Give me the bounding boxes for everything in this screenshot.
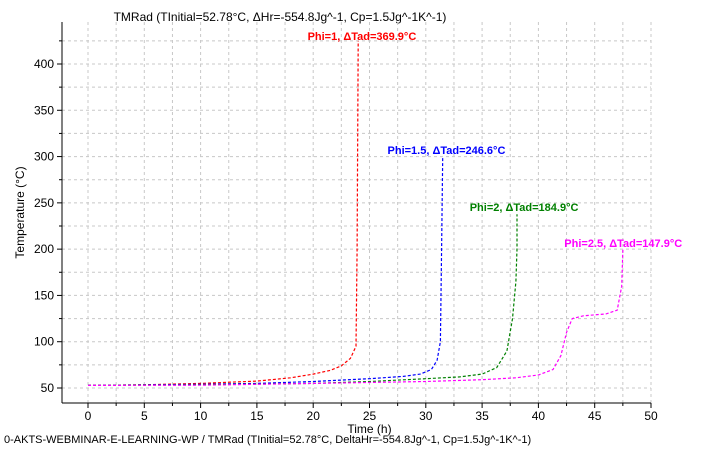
series-line-4 (87, 248, 624, 386)
x-axis-label: Time (h) (347, 422, 391, 436)
series-line-3 (87, 214, 518, 386)
y-tick-label: 50 (41, 381, 55, 395)
y-tick-label: 300 (34, 150, 54, 164)
footer-caption: 0-AKTS-WEBMINAR-E-LEARNING-WP / TMRad (T… (4, 434, 532, 446)
y-tick-label: 350 (34, 103, 54, 117)
x-tick-label: 40 (532, 409, 546, 423)
x-tick-label: 10 (194, 409, 208, 423)
y-tick-label: 250 (34, 196, 54, 210)
y-tick-label: 100 (34, 335, 54, 349)
series-label-3: Phi=2, ΔTad=184.9°C (470, 202, 579, 214)
series-label-2: Phi=1.5, ΔTad=246.6°C (388, 145, 506, 157)
x-tick-label: 30 (419, 409, 433, 423)
series-line-2 (87, 157, 444, 386)
x-tick-label: 25 (363, 409, 377, 423)
series-line-1 (87, 40, 359, 386)
y-tick-label: 200 (34, 242, 54, 256)
series-label-1: Phi=1, ΔTad=369.9°C (308, 31, 417, 43)
y-tick-label: 400 (34, 57, 54, 71)
x-tick-label: 20 (307, 409, 321, 423)
x-tick-label: 45 (588, 409, 602, 423)
x-tick-label: 0 (85, 409, 92, 423)
x-tick-label: 5 (141, 409, 148, 423)
chart-title: TMRad (TInitial=52.78°C, ΔHr=-554.8Jg^-1… (113, 10, 447, 24)
y-tick-label: 150 (34, 288, 54, 302)
series-label-4: Phi=2.5, ΔTad=147.9°C (564, 238, 682, 250)
x-tick-label: 35 (475, 409, 489, 423)
x-tick-label: 50 (644, 409, 658, 423)
y-axis-label: Temperature (°C) (13, 166, 27, 258)
x-tick-label: 15 (250, 409, 264, 423)
